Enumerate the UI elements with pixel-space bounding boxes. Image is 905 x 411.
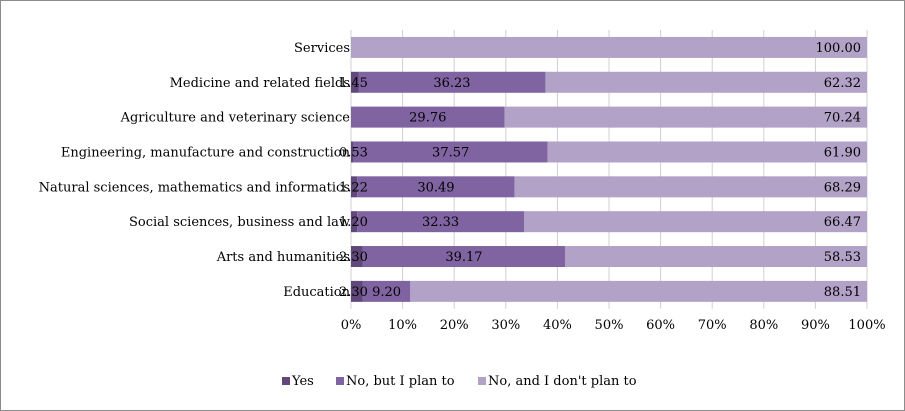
bar-segment <box>410 280 868 302</box>
bar-segment <box>564 246 867 268</box>
legend-label: No, but I plan to <box>346 374 455 389</box>
bar-segment <box>547 141 867 163</box>
data-label: 32.33 <box>422 215 459 230</box>
x-tick-label: 40% <box>543 318 572 333</box>
bar-segment <box>357 211 525 233</box>
bar-segment <box>362 280 411 302</box>
x-tick-label: 100% <box>848 318 885 333</box>
bar-segment <box>545 71 867 93</box>
x-tick-label: 10% <box>388 318 417 333</box>
bar-segment <box>353 141 548 163</box>
data-label: 2.30 <box>339 250 368 265</box>
x-tick-label: 0% <box>341 318 362 333</box>
data-label: 36.23 <box>433 76 470 91</box>
bar-segment <box>351 106 505 128</box>
bar-segment <box>524 211 867 233</box>
bar-segment <box>351 280 363 302</box>
category-label: Arts and humanities <box>216 250 350 265</box>
bar-segment <box>362 246 565 268</box>
legend-swatch <box>336 377 344 385</box>
data-label: 1.45 <box>339 76 368 91</box>
data-label: 68.29 <box>824 180 861 195</box>
data-label: 30.49 <box>417 180 454 195</box>
x-tick-label: 60% <box>646 318 675 333</box>
bar-segment <box>351 71 359 93</box>
bar-segment <box>351 141 354 163</box>
bar-segment <box>351 36 867 58</box>
bar-segment <box>504 106 867 128</box>
data-label: 66.47 <box>824 215 861 230</box>
x-tick-label: 20% <box>440 318 469 333</box>
data-label: 62.32 <box>824 76 861 91</box>
data-label: 37.57 <box>432 145 469 160</box>
x-tick-label: 80% <box>749 318 778 333</box>
bar-segment <box>358 71 546 93</box>
category-label: Education <box>283 285 350 300</box>
data-label: 39.17 <box>445 250 482 265</box>
bar-segment <box>514 176 867 198</box>
category-label: Engineering, manufacture and constructio… <box>61 145 351 160</box>
category-label: Services <box>294 41 350 56</box>
data-label: 0.53 <box>339 145 368 160</box>
bar-segment <box>351 176 358 198</box>
data-label: 100.00 <box>816 41 862 56</box>
category-label: Agriculture and veterinary science <box>120 111 351 126</box>
category-label: Medicine and related fields <box>170 76 350 91</box>
legend-swatch <box>478 377 486 385</box>
legend-label: Yes <box>291 374 314 389</box>
x-tick-label: 70% <box>698 318 727 333</box>
data-label: 29.76 <box>409 111 446 126</box>
data-label: 2.30 <box>339 285 368 300</box>
legend-label: No, and I don't plan to <box>488 374 637 389</box>
data-label: 1.22 <box>339 180 368 195</box>
category-label: Social sciences, business and law <box>129 215 350 230</box>
data-label: 9.20 <box>372 285 401 300</box>
bar-segment <box>357 176 515 198</box>
legend-swatch <box>282 377 290 385</box>
bar-segment <box>351 211 358 233</box>
data-label: 70.24 <box>824 111 861 126</box>
category-label: Natural sciences, mathematics and inform… <box>39 180 350 195</box>
data-label: 61.90 <box>824 145 861 160</box>
x-tick-label: 90% <box>801 318 830 333</box>
data-label: 88.51 <box>824 285 861 300</box>
x-tick-label: 50% <box>595 318 624 333</box>
x-tick-label: 30% <box>491 318 520 333</box>
data-label: 1.20 <box>339 215 368 230</box>
bar-segment <box>351 246 363 268</box>
data-label: 58.53 <box>824 250 861 265</box>
